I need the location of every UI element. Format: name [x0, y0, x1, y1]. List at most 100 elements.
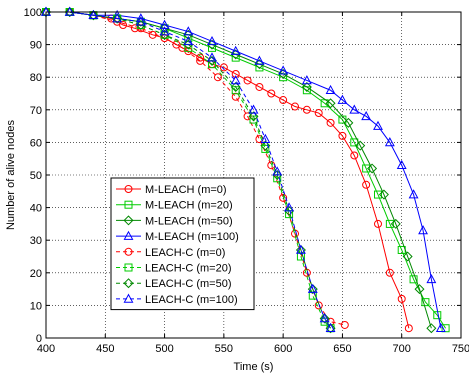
x-axis-label: Time (s)	[234, 361, 274, 373]
series-1	[42, 8, 413, 333]
data-point	[373, 120, 383, 130]
legend-box	[110, 177, 255, 311]
series-line	[46, 11, 331, 329]
data-point	[159, 19, 170, 29]
legend-entry: M-LEACH (m=50)	[116, 215, 233, 227]
legend-label: LEACH-C (m=20)	[145, 263, 232, 275]
data-point	[207, 35, 217, 46]
legend-entry: LEACH-C (m=0)	[116, 247, 225, 259]
y-tick-label: 10	[30, 300, 42, 312]
legend-marker	[124, 185, 133, 193]
legend-entry: LEACH-C (m=100)	[116, 293, 238, 306]
y-axis-label: Number of alive nodes	[5, 119, 17, 230]
data-point	[88, 9, 99, 20]
data-point	[338, 131, 347, 140]
data-point	[248, 111, 259, 122]
x-tick-label: 700	[393, 343, 411, 355]
y-tick-label: 20	[30, 268, 42, 280]
data-point	[255, 82, 264, 91]
data-point	[418, 225, 428, 235]
data-point	[278, 65, 289, 75]
series-line	[46, 11, 442, 329]
y-tick-label: 40	[30, 203, 42, 215]
data-point	[361, 110, 372, 121]
legend-entry: LEACH-C (m=50)	[116, 278, 232, 290]
data-point	[230, 75, 241, 85]
legend-entry: LEACH-C (m=20)	[116, 263, 232, 275]
data-point	[319, 313, 330, 324]
data-point	[243, 76, 252, 85]
x-tick-label: 750	[452, 343, 469, 355]
data-point	[385, 219, 394, 228]
data-point	[261, 144, 270, 153]
series-line	[46, 11, 410, 329]
legend-label: M-LEACH (m=0)	[145, 184, 227, 196]
legend-marker	[123, 215, 134, 226]
data-point	[248, 104, 259, 114]
data-point	[367, 163, 378, 174]
legend-marker	[124, 263, 133, 272]
axis-ticks: 400 450 500 550 600 650 700 750 0 10 20 30 40 50 60 70 8…	[24, 7, 469, 355]
data-point	[272, 166, 283, 176]
y-tick-label: 90	[30, 40, 42, 52]
legend-entry: M-LEACH (m=0)	[116, 184, 227, 196]
legend-marker	[124, 200, 133, 209]
data-point	[307, 284, 318, 295]
data-point	[64, 6, 75, 18]
data-point	[302, 105, 311, 114]
legend-label: LEACH-C (m=50)	[145, 278, 232, 290]
data-point	[230, 45, 241, 55]
y-tick-label: 0	[36, 333, 42, 345]
data-point	[183, 35, 194, 46]
data-point	[135, 16, 146, 26]
y-tick-label: 100	[24, 7, 42, 19]
y-tick-label: 70	[30, 105, 42, 117]
data-point	[314, 109, 323, 118]
data-point	[159, 26, 170, 36]
data-point	[385, 268, 394, 277]
data-point	[350, 138, 359, 147]
legend-marker	[123, 278, 134, 289]
data-point	[374, 190, 382, 199]
x-tick-label: 400	[37, 343, 55, 355]
data-point	[408, 189, 419, 199]
data-point	[390, 218, 401, 229]
data-point	[183, 26, 194, 36]
data-point	[362, 164, 371, 173]
data-point	[374, 219, 382, 228]
data-point	[213, 73, 222, 82]
data-point	[340, 320, 349, 329]
y-tick-label: 50	[30, 170, 42, 182]
y-tick-label: 30	[30, 235, 42, 247]
data-point	[295, 244, 306, 254]
data-point	[230, 81, 241, 92]
data-point	[314, 301, 323, 310]
data-point	[325, 98, 336, 109]
data-point	[279, 96, 288, 105]
y-tick-label: 80	[30, 72, 42, 84]
data-point	[254, 55, 265, 65]
data-point	[196, 53, 205, 62]
x-tick-label: 550	[215, 343, 233, 355]
data-point	[207, 52, 217, 62]
data-point	[260, 140, 271, 151]
data-point	[421, 298, 430, 307]
data-point	[349, 104, 360, 114]
data-point	[355, 140, 366, 151]
legend-label: M-LEACH (m=100)	[145, 231, 239, 243]
data-point	[88, 10, 99, 21]
data-point	[291, 102, 299, 111]
data-point	[325, 84, 336, 95]
legend-marker	[124, 247, 133, 256]
data-point	[426, 273, 437, 284]
data-point	[384, 137, 395, 147]
data-point	[295, 244, 306, 255]
data-point	[301, 81, 312, 92]
data-point	[231, 69, 240, 78]
series-4	[41, 6, 446, 333]
data-point	[396, 159, 407, 170]
x-tick-label: 450	[96, 343, 114, 355]
data-point	[362, 180, 371, 189]
legend-label: LEACH-C (m=0)	[145, 247, 225, 259]
